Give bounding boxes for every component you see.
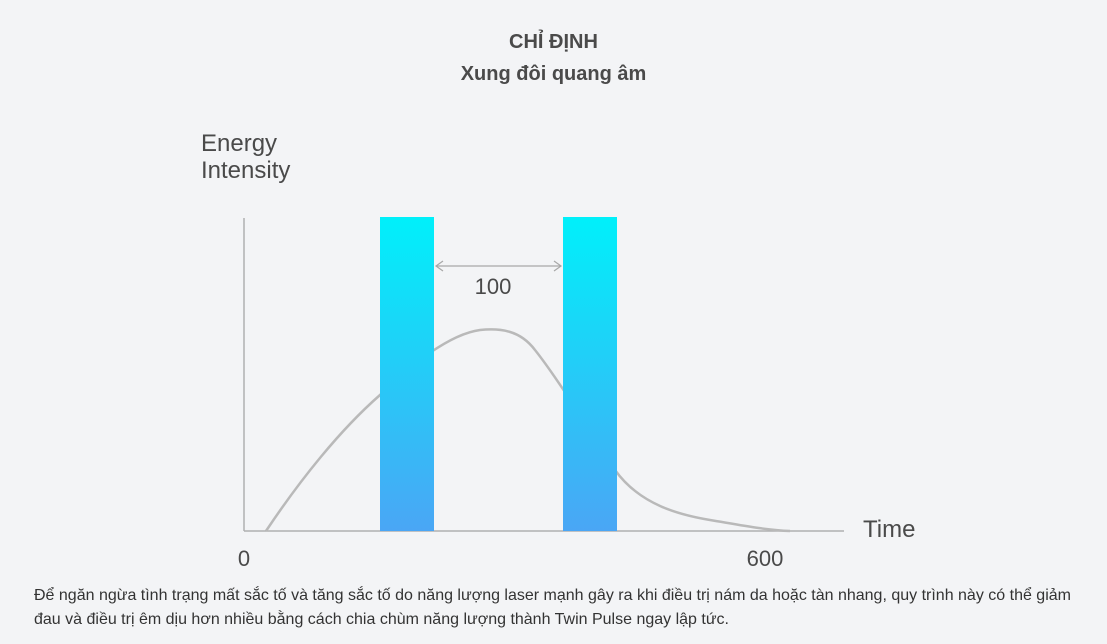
- x-tick-start: 0: [238, 546, 250, 571]
- energy-curve: [264, 328, 791, 533]
- page-subtitle: Xung đôi quang âm: [460, 63, 647, 85]
- gap-label: 100: [475, 274, 512, 299]
- page-title: CHỈ ĐỊNH: [509, 31, 598, 53]
- x-tick-end: 600: [747, 546, 784, 571]
- pulse-bar-2: [563, 217, 617, 531]
- y-axis-label-line2: Intensity: [201, 157, 290, 184]
- y-axis-label-line1: Energy: [201, 130, 277, 157]
- twin-pulse-diagram: 100 Energy Intensity Time 0 600: [201, 130, 915, 571]
- gap-arrow: [434, 260, 563, 272]
- pulse-bar-1: [380, 217, 434, 531]
- description-text: Để ngăn ngừa tình trạng mất sắc tố và tă…: [34, 587, 1071, 628]
- x-axis-label: Time: [863, 516, 915, 543]
